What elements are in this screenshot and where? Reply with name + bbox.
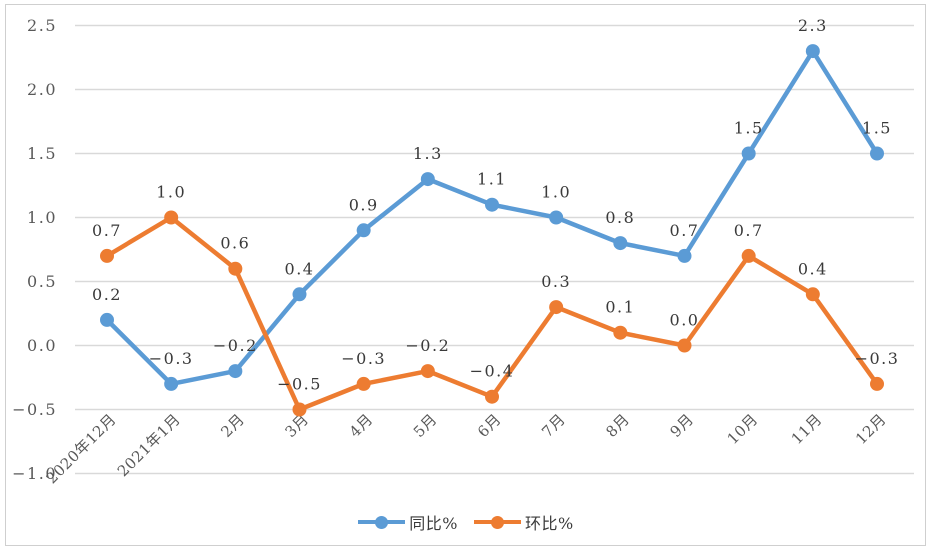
data-label: 2.3 [798,16,828,35]
data-point [485,197,500,212]
data-label: 0.8 [605,208,635,227]
data-point [870,146,885,161]
data-label: 1.1 [477,170,507,189]
data-point [485,389,500,404]
y-tick-label: 1.5 [27,144,57,163]
data-point [100,248,114,263]
y-tick-label: 2.5 [27,16,57,35]
data-point [613,325,628,340]
legend-label-huanbi: 环比% [525,514,574,533]
x-tick-label: 7月 [538,410,569,441]
data-point [549,300,564,315]
data-point [870,376,885,391]
data-point [805,44,820,59]
x-tick-label: 2020年12月 [43,410,120,487]
data-label: 1.0 [541,183,571,202]
data-label: 1.5 [734,119,764,138]
legend-line-marker-icon [358,515,406,529]
y-tick-label: −0.5 [12,400,57,419]
data-label: 0.3 [541,272,571,291]
data-point [741,248,756,263]
y-tick-label: 0.0 [27,336,57,355]
data-point [549,210,564,225]
legend-line-marker-icon [474,515,521,529]
data-label: 1.3 [413,144,443,163]
x-tick-label: 4月 [346,410,377,441]
data-point [741,146,756,161]
data-label: −0.5 [277,375,322,394]
data-point [677,338,692,353]
legend-label-tongbi: 同比% [409,514,458,533]
data-label: 0.4 [798,259,828,278]
data-label: 0.6 [220,234,250,253]
data-label: 0.7 [734,221,764,240]
legend-item-tongbi: 同比% [358,510,458,534]
data-point [228,261,243,276]
data-label: 0.2 [92,285,122,304]
y-tick-label: 2.0 [27,80,57,99]
data-label: 0.7 [670,221,700,240]
data-point [292,287,307,302]
x-tick-label: 5月 [410,410,441,441]
x-tick-label: 11月 [788,410,826,448]
data-label: 0.9 [349,195,379,214]
data-label: 0.7 [92,221,122,240]
data-point [164,376,179,391]
data-label: −0.3 [149,349,194,368]
data-label: −0.3 [341,349,386,368]
data-label: 0.0 [670,311,700,330]
data-label: 0.1 [605,298,635,317]
y-tick-label: 0.5 [27,272,57,291]
x-tick-label: 12月 [852,410,890,448]
data-point [356,223,371,238]
y-tick-label: −1.0 [12,464,57,483]
data-label: 0.4 [285,259,315,278]
x-tick-label: 10月 [724,410,762,448]
data-point [164,210,179,225]
data-label: 1.0 [156,183,186,202]
data-label: 1.5 [862,119,892,138]
data-point [228,364,243,379]
data-point [292,402,307,417]
data-point [420,172,435,187]
x-tick-label: 6月 [474,410,505,441]
legend: 同比% 环比% [0,507,932,537]
data-point [677,248,692,263]
x-tick-label: 8月 [602,410,633,441]
data-label: −0.2 [213,336,258,355]
data-point [100,312,114,327]
legend-item-huanbi: 环比% [474,510,574,534]
data-point [356,376,371,391]
y-tick-label: 1.0 [27,208,57,227]
data-point [613,236,628,251]
data-label: −0.4 [470,362,515,381]
x-tick-label: 2021年1月 [114,410,184,480]
data-point [420,364,435,379]
data-point [805,287,820,302]
data-label: −0.2 [405,336,450,355]
data-label: −0.3 [855,349,900,368]
x-tick-label: 2月 [217,410,248,441]
x-tick-label: 9月 [667,410,698,441]
